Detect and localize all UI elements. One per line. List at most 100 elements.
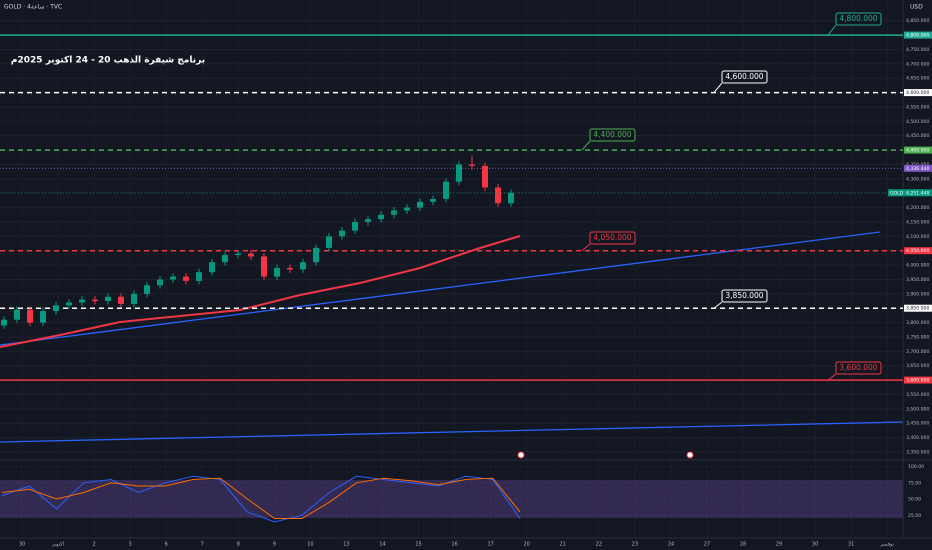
y-tick-label: 3,450.000 — [906, 421, 929, 427]
candle-body — [287, 267, 293, 270]
candle-body — [79, 299, 85, 303]
level-connector — [827, 24, 837, 36]
event-icon[interactable] — [517, 451, 525, 459]
level-connector — [713, 301, 723, 309]
candle-body — [378, 214, 384, 220]
y-tick-label: 4,100.000 — [906, 234, 929, 240]
x-tick-label: 17 — [487, 542, 493, 548]
candle-body — [443, 181, 449, 199]
y-tick-label: 3,900.000 — [906, 291, 929, 297]
candle-body — [40, 311, 46, 323]
candle-body — [274, 267, 280, 277]
candle-body — [1, 319, 7, 326]
level-tag — [589, 128, 636, 142]
current-price-label: 4,251.448 — [906, 190, 929, 196]
axis-tag — [904, 31, 932, 39]
axis-tag-label: 4,050.000 — [906, 248, 929, 254]
candle-body — [339, 230, 345, 237]
x-tick-label: نوفمبر — [879, 542, 894, 548]
y-tick-label: 4,300.000 — [906, 176, 929, 182]
candle-body — [300, 262, 306, 270]
candle-body — [66, 302, 72, 306]
level-tag — [721, 289, 768, 303]
y-tick-label: 3,500.000 — [906, 406, 929, 412]
x-tick-label: 20 — [524, 542, 530, 548]
level-connector — [827, 373, 837, 381]
marker-tag-label: 4,336.440 — [906, 166, 929, 172]
candle-body — [456, 164, 462, 182]
candle-body — [235, 253, 241, 256]
level-tag-label: 3,600.000 — [839, 363, 877, 372]
candle-body — [14, 309, 20, 320]
candle-body — [391, 210, 397, 215]
x-tick-label: 7 — [201, 542, 204, 548]
x-tick-label: 13 — [343, 542, 349, 548]
marker-tag — [904, 164, 932, 172]
candle-body — [365, 219, 371, 222]
oscillator-line — [1, 477, 521, 519]
trend-line — [0, 421, 904, 443]
candle-body — [105, 296, 111, 302]
axis-tag-label: 3,850.000 — [906, 306, 929, 312]
candle-body — [326, 236, 332, 248]
x-tick-label: 8 — [237, 542, 240, 548]
candle-body — [196, 272, 202, 281]
oscillator-tick-label: 75.00 — [908, 480, 921, 486]
y-tick-label: 4,200.000 — [906, 205, 929, 211]
candle-body — [482, 165, 488, 188]
candle-body — [183, 276, 189, 281]
candle-body — [144, 285, 150, 294]
y-tick-label: 3,400.000 — [906, 435, 929, 441]
x-tick-label: 28 — [740, 542, 746, 548]
axis-tag-label: 4,600.000 — [906, 90, 929, 96]
level-tag-label: 4,600.000 — [725, 72, 763, 81]
y-tick-label: 3,700.000 — [906, 349, 929, 355]
candle-body — [261, 256, 267, 277]
candle-body — [430, 198, 436, 202]
x-tick-label: 30 — [812, 542, 818, 548]
x-tick-label: 29 — [776, 542, 782, 548]
y-tick-label: 4,650.000 — [906, 76, 929, 82]
x-tick-label: 27 — [704, 542, 710, 548]
event-icon[interactable] — [686, 451, 694, 459]
axis-tag-label: 3,600.000 — [906, 378, 929, 384]
candle-body — [495, 187, 501, 204]
candle-body — [27, 309, 33, 323]
x-tick-label: 2 — [93, 542, 96, 548]
y-tick-label: 3,350.000 — [906, 449, 929, 455]
x-tick-label: 15 — [415, 542, 421, 548]
candle-body — [508, 192, 514, 204]
y-tick-label: 4,150.000 — [906, 219, 929, 225]
oscillator-line — [1, 475, 521, 523]
y-tick-label: 4,500.000 — [906, 119, 929, 125]
candle-body — [222, 255, 228, 263]
candle-body — [118, 296, 124, 304]
x-tick-label: 23 — [632, 542, 638, 548]
axis-tag — [904, 89, 932, 97]
axis-tag — [904, 304, 932, 312]
current-price-tag — [888, 189, 932, 197]
y-tick-label: 3,750.000 — [906, 334, 929, 340]
oscillator-tick-label: 100.00 — [908, 464, 924, 470]
candle-body — [417, 201, 423, 208]
y-tick-label: 4,700.000 — [906, 61, 929, 67]
current-price-symbol: GOLD — [890, 190, 904, 196]
y-tick-label: 4,000.000 — [906, 263, 929, 269]
x-tick-label: 6 — [165, 542, 168, 548]
y-tick-label: 4,550.000 — [906, 104, 929, 110]
level-tag — [721, 70, 768, 84]
candle-body — [170, 276, 176, 280]
y-tick-label: 3,950.000 — [906, 277, 929, 283]
candle-body — [92, 299, 98, 302]
y-tick-label: 3,800.000 — [906, 320, 929, 326]
y-tick-label: 4,850.000 — [906, 18, 929, 24]
level-tag — [589, 231, 636, 245]
x-tick-label: 14 — [379, 542, 385, 548]
candle-body — [248, 253, 254, 257]
candle-body — [209, 262, 215, 273]
x-tick-label: اكتوبر — [51, 542, 64, 548]
candle-body — [469, 164, 475, 166]
